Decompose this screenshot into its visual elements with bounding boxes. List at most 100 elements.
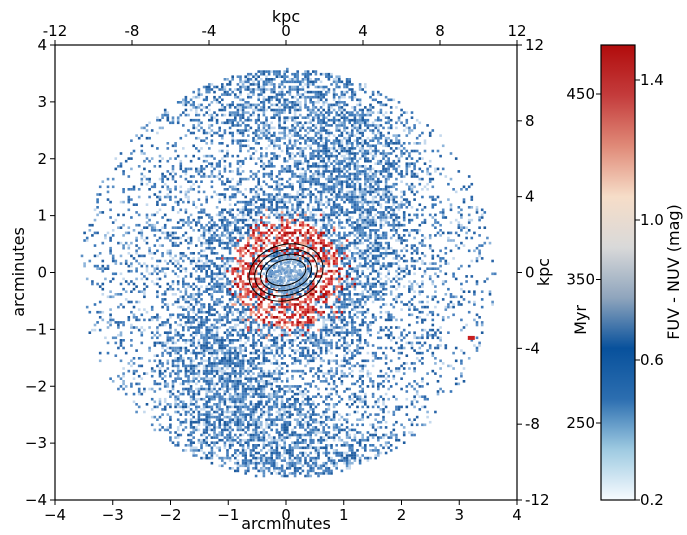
pixel-cell (234, 382, 237, 386)
pixel-cell (158, 400, 162, 404)
pixel-cell (143, 282, 146, 286)
pixel-cell (179, 167, 183, 171)
pixel-cell (301, 418, 305, 421)
pixel-cell (231, 346, 234, 350)
pixel-cell (293, 418, 297, 421)
pixel-cell (213, 290, 216, 293)
pixel-cell (213, 428, 216, 432)
pixel-cell (254, 418, 258, 421)
pixel-cell (195, 106, 198, 109)
pixel-cell (293, 431, 297, 434)
pixel-cell (192, 451, 195, 455)
pixel-cell (239, 93, 242, 96)
pixel-cell (228, 420, 232, 424)
pixel-cell (140, 364, 144, 368)
pixel-cell (202, 451, 206, 455)
pixel-cell (254, 121, 258, 125)
pixel-cell (179, 241, 183, 245)
pixel-cell (176, 372, 180, 375)
pixel-cell (270, 385, 273, 388)
pixel-cell (260, 264, 263, 268)
pixel-cell (174, 331, 177, 334)
pixel-cell (153, 213, 157, 217)
pixel-cell (192, 351, 195, 355)
pixel-cell (174, 200, 177, 204)
pixel-cell (260, 454, 263, 457)
pixel-cell (265, 380, 268, 383)
pixel-cell (260, 387, 263, 391)
pixel-cell (226, 78, 229, 81)
pixel-cell (262, 95, 266, 99)
pixel-cell (205, 229, 208, 232)
pixel-cell (306, 116, 310, 119)
pixel-cell (306, 90, 310, 94)
pixel-cell (210, 170, 214, 173)
pixel-cell (218, 431, 221, 434)
pixel-cell (161, 180, 164, 183)
pixel-cell (213, 223, 216, 227)
pixel-cell (241, 344, 245, 347)
pixel-cell (252, 318, 255, 322)
pixel-cell (280, 229, 284, 232)
pixel-cell (286, 159, 289, 163)
pixel-cell (213, 236, 216, 240)
pixel-cell (273, 198, 276, 201)
pixel-cell (280, 405, 284, 409)
pixel-cell (187, 410, 190, 414)
pixel-cell (223, 234, 227, 237)
pixel-cell (265, 226, 268, 229)
pixel-cell (239, 395, 242, 398)
pixel-cell (182, 111, 185, 114)
pixel-cell (166, 113, 170, 117)
pixel-cell (187, 339, 190, 342)
pixel-cell (234, 392, 237, 396)
pixel-cell (210, 349, 214, 352)
pixel-cell (299, 149, 302, 153)
pixel-cell (150, 331, 154, 334)
pixel-cell (143, 239, 146, 242)
pixel-cell (200, 351, 203, 355)
pixel-cell (301, 234, 305, 237)
pixel-cell (114, 293, 118, 296)
pixel-cell (273, 113, 276, 117)
pixel-cell (267, 339, 271, 342)
pixel-cell (234, 362, 237, 365)
pixel-cell (236, 221, 240, 224)
pixel-cell (306, 106, 310, 109)
pixel-cell (291, 431, 294, 434)
pixel-cell (137, 392, 141, 396)
pixel-cell (293, 469, 297, 473)
pixel-cell (270, 152, 273, 155)
pixel-cell (239, 106, 242, 109)
pixel-cell (234, 461, 237, 465)
pixel-cell (280, 300, 284, 304)
pixel-cell (241, 303, 245, 306)
pixel-cell (241, 282, 245, 286)
pixel-cell (234, 139, 237, 142)
pixel-cell (286, 213, 289, 217)
pixel-cell (236, 231, 240, 235)
pixel-cell (137, 188, 141, 191)
pixel-cell (309, 180, 312, 183)
pixel-cell (247, 275, 250, 278)
pixel-cell (169, 313, 172, 317)
pixel-cell (226, 397, 229, 401)
pixel-cell (249, 385, 253, 388)
pixel-cell (223, 269, 227, 273)
pixel-cell (286, 428, 289, 432)
pixel-cell (200, 326, 203, 329)
pixel-cell (236, 354, 240, 357)
pixel-cell (182, 252, 185, 255)
pixel-cell (267, 172, 271, 176)
pixel-cell (208, 387, 211, 391)
pixel-cell (247, 318, 250, 322)
pixel-cell (304, 106, 307, 109)
pixel-cell (262, 193, 266, 196)
pixel-cell (280, 88, 284, 91)
pixel-cell (293, 331, 297, 334)
pixel-cell (293, 323, 297, 327)
pixel-cell (291, 206, 294, 209)
pixel-cell (306, 113, 310, 117)
pixel-cell (260, 154, 263, 158)
pixel-cell (234, 293, 237, 296)
